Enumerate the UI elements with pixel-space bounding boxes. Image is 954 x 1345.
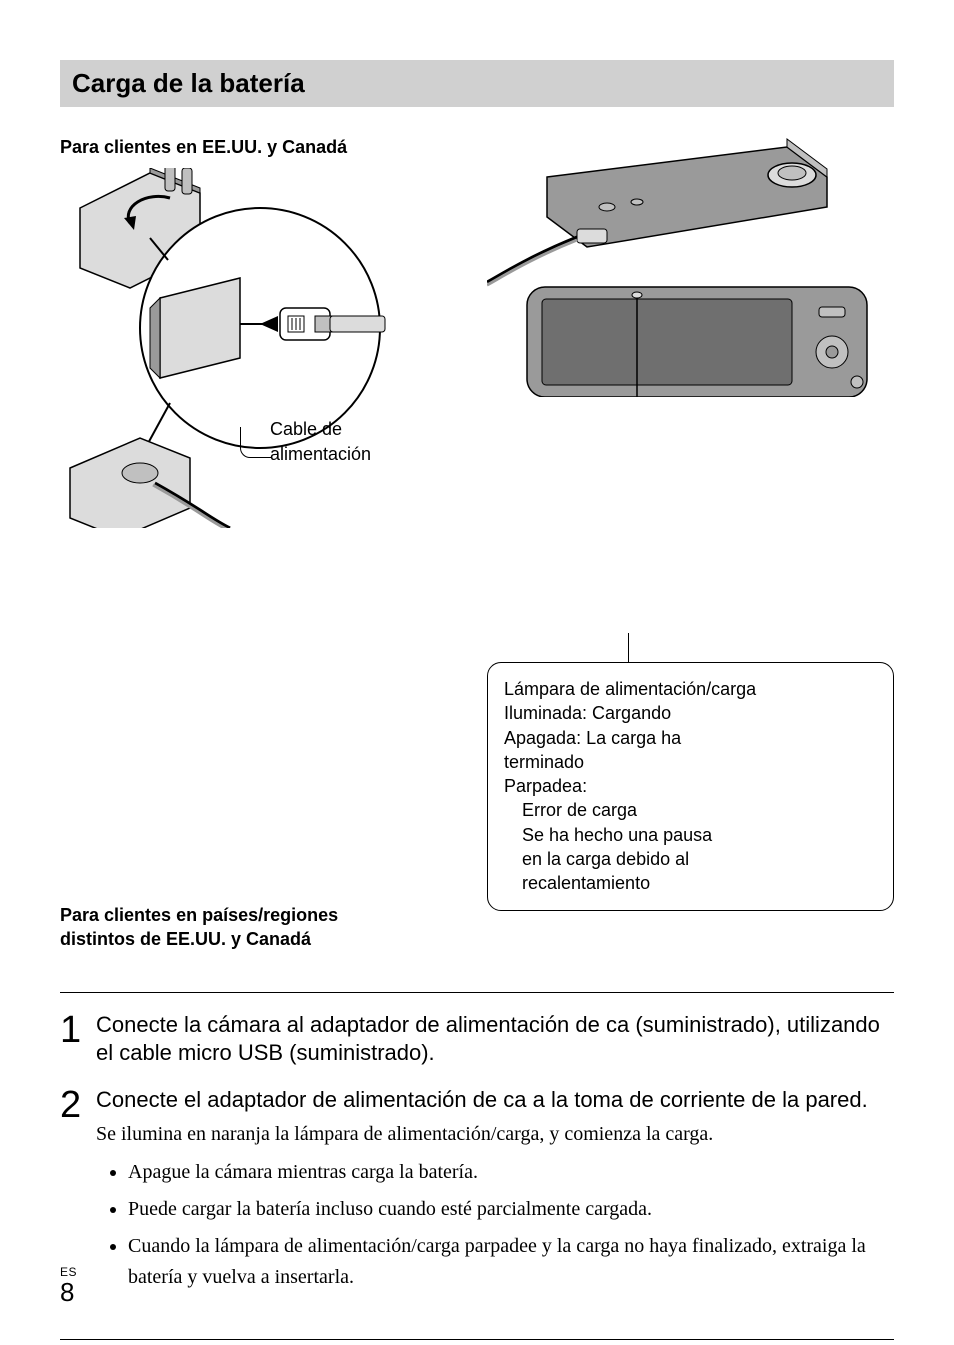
camera-illustration xyxy=(487,137,887,397)
bullet-item: Cuando la lámpara de alimentación/carga … xyxy=(128,1231,894,1293)
section-title: Carga de la batería xyxy=(60,60,894,107)
step-1: 1 Conecte la cámara al adaptador de alim… xyxy=(60,1011,894,1068)
step-1-text: Conecte la cámara al adaptador de alimen… xyxy=(96,1012,880,1066)
step-1-body: Conecte la cámara al adaptador de alimen… xyxy=(96,1011,894,1068)
step-2-body: Conecte el adaptador de alimentación de … xyxy=(96,1086,894,1300)
diagram-left-column: Para clientes en EE.UU. y Canadá xyxy=(60,137,467,952)
adapter-illustration xyxy=(60,168,440,528)
lamp-blink-1: Error de carga xyxy=(504,798,877,822)
cable-label-line1: Cable de xyxy=(270,417,371,442)
step-2: 2 Conecte el adaptador de alimentación d… xyxy=(60,1086,894,1300)
step-2-text: Conecte el adaptador de alimentación de … xyxy=(96,1087,868,1112)
leader-line xyxy=(240,427,271,458)
lamp-title: Lámpara de alimentación/carga xyxy=(504,677,877,701)
lamp-blink: Parpadea: xyxy=(504,774,877,798)
lamp-pointer-line xyxy=(628,633,629,663)
subtitle-other-line2: distintos de EE.UU. y Canadá xyxy=(60,927,467,951)
subtitle-us-canada: Para clientes en EE.UU. y Canadá xyxy=(60,137,467,158)
lamp-off-b: terminado xyxy=(504,750,877,774)
lamp-blink-2c: recalentamiento xyxy=(504,871,877,895)
step-1-number: 1 xyxy=(60,1011,96,1049)
page-footer: ES 8 xyxy=(60,1265,77,1305)
lamp-info-box: Lámpara de alimentación/carga Iluminada:… xyxy=(487,662,894,911)
subtitle-other-line1: Para clientes en países/regiones xyxy=(60,903,467,927)
step-2-bullets: Apague la cámara mientras carga la bater… xyxy=(128,1157,894,1293)
step-2-number: 2 xyxy=(60,1086,96,1124)
page: Carga de la batería Para clientes en EE.… xyxy=(0,0,954,1345)
bullet-item: Puede cargar la batería incluso cuando e… xyxy=(128,1194,894,1225)
diagram-right-column: Lámpara de alimentación/carga Iluminada:… xyxy=(487,137,894,952)
lamp-off-a: Apagada: La carga ha xyxy=(504,726,877,750)
lamp-blink-2a: Se ha hecho una pausa xyxy=(504,823,877,847)
cable-label-line2: alimentación xyxy=(270,442,371,467)
lamp-blink-2b: en la carga debido al xyxy=(504,847,877,871)
cable-label: Cable de alimentación xyxy=(270,417,371,467)
steps-block: 1 Conecte la cámara al adaptador de alim… xyxy=(60,992,894,1341)
subtitle-other-regions: Para clientes en países/regiones distint… xyxy=(60,903,467,952)
step-2-subtext: Se ilumina en naranja la lámpara de alim… xyxy=(96,1120,894,1149)
diagram-area: Para clientes en EE.UU. y Canadá xyxy=(60,137,894,952)
lamp-lit: Iluminada: Cargando xyxy=(504,701,877,725)
footer-page-number: 8 xyxy=(60,1279,77,1305)
bullet-item: Apague la cámara mientras carga la bater… xyxy=(128,1157,894,1188)
